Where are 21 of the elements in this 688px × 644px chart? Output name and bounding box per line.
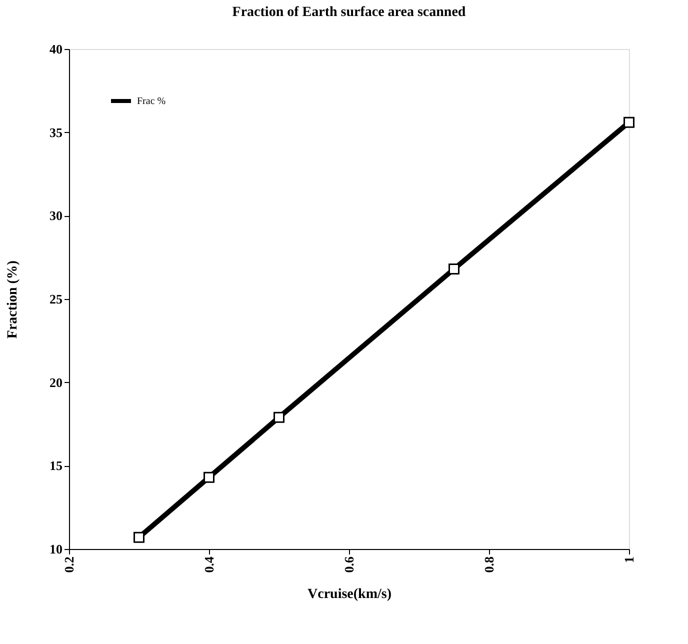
y-tick-label: 30 [50,208,62,224]
x-tick-label: 1 [622,556,636,563]
legend-label: Frac % [137,96,166,107]
point [274,412,284,423]
point [448,264,460,274]
y-tick-label: 25 [50,292,63,306]
x-tick-label: 0.2 [62,556,76,573]
chart-title: Fraction of Earth surface area scanned [232,5,466,20]
x-tick-label: 0.8 [482,556,496,573]
x-tick-label: 0.6 [342,556,356,573]
y-tick-label: 15 [50,458,63,474]
x-tick-label: 0.4 [202,556,216,573]
x-axis-title: Vcruise(km/s) [308,586,392,602]
y-tick-label: 35 [50,124,63,140]
y-axis-title: Fraction (%) [6,260,20,339]
y-tick-label: 20 [50,374,62,390]
y-tick-label: 10 [50,542,62,556]
point [624,116,634,128]
point [204,472,214,483]
y-tick-label: 40 [50,42,62,56]
point [134,532,144,543]
